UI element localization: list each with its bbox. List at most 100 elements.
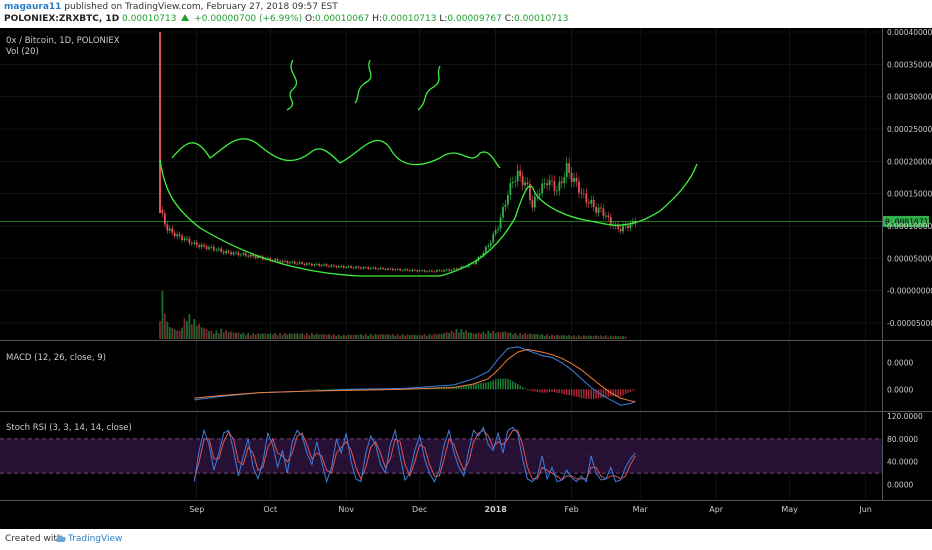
- volume-bar: [161, 291, 164, 339]
- candle-body: [318, 263, 321, 266]
- volume-bar: [296, 333, 299, 339]
- candle-body: [362, 267, 365, 269]
- volume-bar: [440, 333, 443, 339]
- volume-bar: [254, 334, 257, 339]
- tradingview-brand[interactable]: TradingView: [68, 534, 123, 544]
- volume-bar: [173, 329, 176, 339]
- price-tick-label: 0.00025000: [887, 125, 932, 134]
- volume-bar: [426, 335, 428, 339]
- author-link[interactable]: magaura11: [4, 2, 62, 12]
- macd-histogram-bar: [607, 389, 610, 397]
- candle-body: [288, 262, 291, 264]
- volume-bar: [291, 333, 294, 339]
- volume-bar: [509, 332, 512, 339]
- macd-histogram-bar: [468, 384, 470, 390]
- volume-bar: [193, 318, 196, 339]
- candle-body: [340, 265, 343, 267]
- time-axis[interactable]: Sep Oct Nov Dec 2018 Feb Mar Apr May Jun: [189, 505, 872, 514]
- candle-body: [543, 183, 546, 185]
- candle-body: [357, 266, 360, 268]
- volume-bar: [413, 334, 416, 339]
- volume-bar: [220, 328, 223, 339]
- candle-body: [161, 209, 164, 214]
- hand-drawings[interactable]: [159, 59, 698, 277]
- volume-bar: [352, 334, 355, 339]
- macd-histogram-bar: [573, 389, 575, 397]
- volume-bar: [249, 335, 252, 339]
- stoch-k-line: [193, 426, 636, 484]
- candle-body: [276, 259, 279, 261]
- candle-body: [311, 263, 313, 266]
- volume-bar: [531, 333, 534, 339]
- macd-histogram-bar: [536, 389, 538, 392]
- volume-bar: [345, 335, 348, 339]
- macd-histogram-bar: [460, 385, 463, 390]
- volume-bar: [237, 332, 240, 339]
- volume-bar: [482, 331, 485, 339]
- volume-bar: [168, 327, 171, 339]
- macd-histogram-bar: [580, 389, 583, 399]
- volume-bar: [409, 335, 411, 339]
- macd-histogram-bar: [595, 389, 597, 399]
- macd-histogram-bar: [352, 388, 355, 390]
- candle-body: [631, 221, 634, 224]
- volume-bar: [435, 334, 438, 339]
- volume-bar: [401, 334, 404, 339]
- candle-body: [203, 244, 205, 247]
- candle-body: [502, 207, 504, 218]
- macd-histogram-bar: [534, 389, 536, 392]
- candle-body: [629, 223, 632, 229]
- macd-histogram-bar: [558, 389, 561, 394]
- volume-bar: [293, 333, 296, 339]
- macd-histogram-bar: [563, 389, 565, 395]
- volume-bar: [548, 335, 551, 339]
- tradingview-cloud-icon: [55, 535, 66, 542]
- volume-bar: [521, 334, 524, 339]
- macd-histogram-bar: [350, 388, 352, 390]
- candle-body: [489, 242, 492, 246]
- price-tick-label: 0.00010000: [887, 222, 932, 231]
- price-axis[interactable]: 0.00040000 0.00035000 0.00030000 0.00025000…: [887, 28, 932, 490]
- candle-body: [507, 195, 509, 205]
- volume-bar: [342, 334, 345, 339]
- candle-body: [445, 269, 448, 271]
- grid: [0, 28, 882, 500]
- volume-bar: [470, 332, 473, 339]
- price-tick-label: 0.00020000: [887, 157, 932, 166]
- volume-bar: [164, 313, 166, 339]
- volume-bar: [597, 336, 600, 339]
- chart-canvas[interactable]: 0.00010713 0.00040000 0.00035000 0.0003000…: [0, 28, 932, 529]
- steam-drawing-2: [354, 59, 372, 104]
- macd-histogram-bar: [306, 389, 308, 390]
- candle-body: [426, 271, 428, 273]
- macd-legend: MACD (12, 26, close, 9): [6, 353, 106, 363]
- macd-histogram-bar: [568, 389, 570, 396]
- candle-body: [296, 263, 299, 265]
- candle-body: [188, 238, 191, 243]
- candle-body: [409, 270, 411, 272]
- macd-histogram-bar: [512, 381, 514, 390]
- volume-bar: [306, 333, 308, 339]
- low-value: 0.00009767: [447, 14, 502, 24]
- candle-body: [590, 199, 593, 204]
- macd-histogram-bar: [585, 389, 587, 399]
- volume-bar: [458, 332, 460, 339]
- macd-histogram-bar: [526, 389, 529, 391]
- volume-bar: [448, 332, 450, 339]
- volume-bar: [389, 335, 392, 339]
- volume-bar: [357, 335, 360, 339]
- macd-histogram-bar: [497, 378, 499, 390]
- up-arrow-icon: [181, 14, 190, 21]
- volume-bar: [362, 335, 365, 339]
- volume-bar: [372, 335, 375, 339]
- volume-bar: [379, 334, 382, 339]
- candle-body: [374, 267, 377, 270]
- time-tick-label: Nov: [338, 505, 354, 514]
- candle-body: [600, 207, 602, 209]
- volume-bar: [399, 335, 401, 339]
- volume-bar: [538, 335, 541, 339]
- candle-body: [323, 264, 326, 266]
- macd-histogram-bar: [455, 386, 458, 390]
- macd-histogram-bar: [494, 379, 497, 390]
- volume-bar: [213, 333, 215, 339]
